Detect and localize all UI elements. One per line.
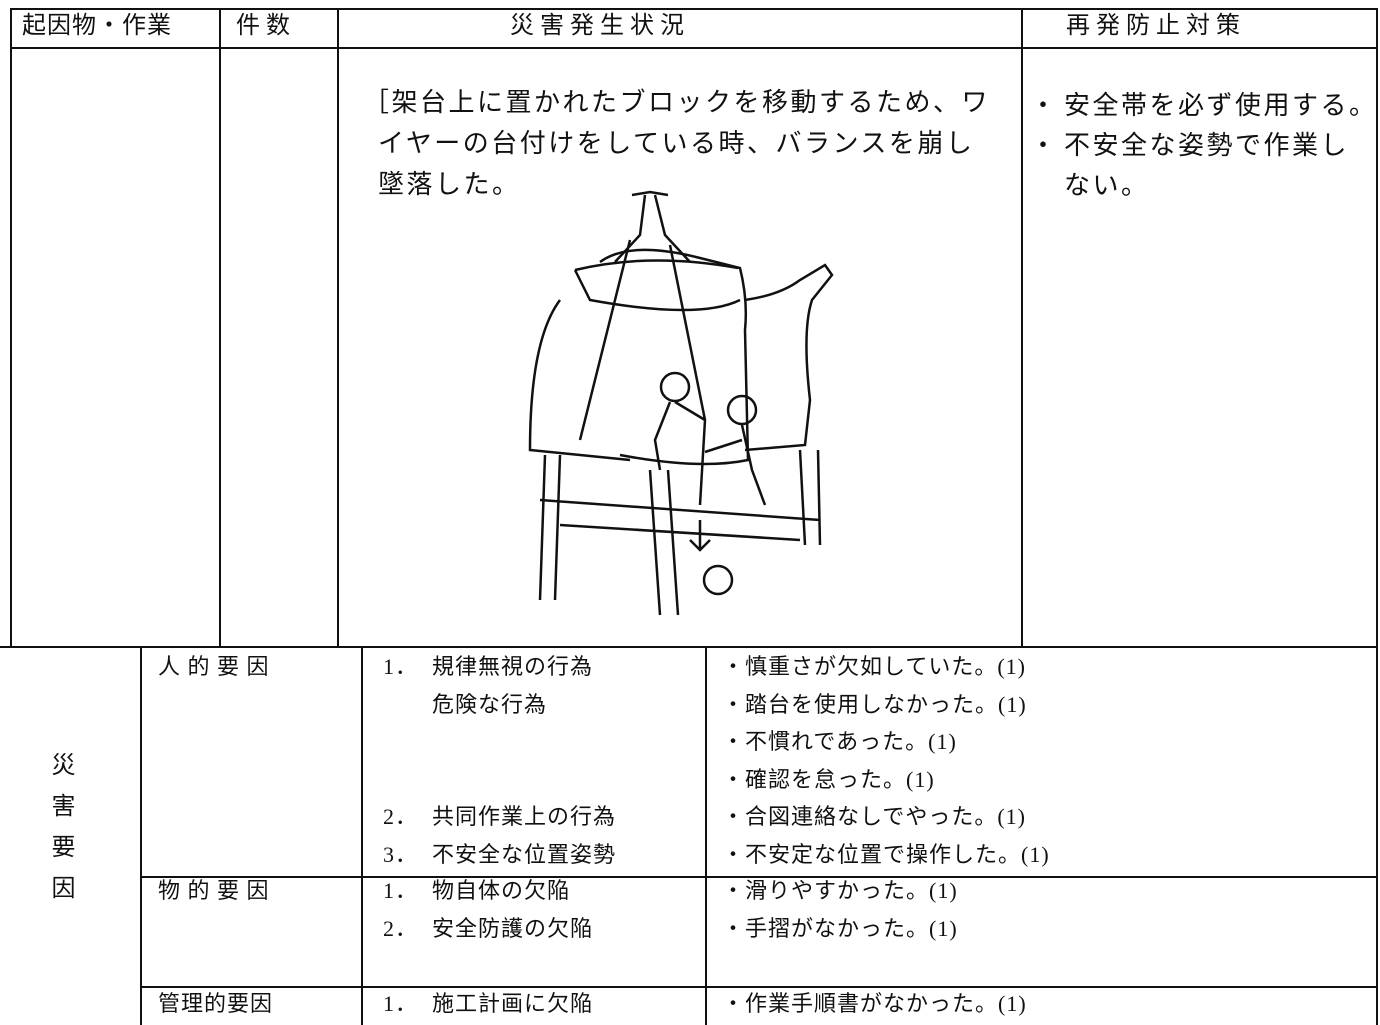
factor-line: 危険な行為 [432,691,548,717]
header-cell: 災 害 発 生 状 況 [510,13,684,39]
factor-line: 共同作業上の行為 [432,804,617,829]
factor-number: 1． [383,654,419,679]
block-top [599,248,750,466]
rule [337,8,339,648]
situation-line: イヤーの台付けをしている時、バランスを崩し [378,129,975,158]
category: 管理的要因 [158,991,274,1016]
detail: ・合図連絡なしでやった。(1) [722,804,1026,829]
fallen-worker [702,564,734,596]
worker-head [726,394,758,426]
rule [705,647,707,1025]
header-cell: 件 数 [236,13,290,39]
block-face [573,259,741,312]
worker-head [659,371,691,403]
detail: ・不安定な位置で操作した。(1) [722,841,1050,867]
factor-line: 施工計画に欠陥 [432,991,594,1016]
bullet: ・ [1030,131,1059,160]
rule [361,647,363,1025]
spout [744,263,834,452]
bullet: ・ [1030,91,1059,120]
factor-line: 不安全な位置姿勢 [432,841,617,867]
rule [1376,8,1378,1025]
detail: ・踏台を使用しなかった。(1) [722,691,1027,717]
rule [0,646,1378,648]
measure-line: 安全帯を必ず使用する。 [1064,91,1378,120]
wire [578,239,707,506]
header-cell: 再 発 防 止 対 策 [1066,13,1240,39]
detail: ・作業手順書がなかった。(1) [722,991,1027,1016]
factor-line: 物自体の欠陥 [432,878,571,903]
factor-number: 1． [383,991,419,1016]
rule [140,986,1378,988]
detail: ・手摺がなかった。(1) [722,915,958,941]
rule [140,876,1378,878]
factor-line: 規律無視の行為 [432,654,594,679]
fall-arrow [689,520,711,552]
rule [10,8,12,648]
situation-line: ［架台上に置かれたブロックを移動するため、ワ [363,88,991,117]
rule [10,47,1378,49]
situation-line: 墜落した。 [378,170,521,199]
measure-line: ない。 [1064,171,1150,200]
category: 物 的 要 因 [158,878,270,903]
detail: ・確認を怠った。(1) [722,766,935,792]
detail: ・慎重さが欠如していた。(1) [722,654,1026,679]
measure-line: 不安全な姿勢で作業し [1064,131,1350,160]
detail: ・滑りやすかった。(1) [722,878,958,903]
detail: ・不慣れであった。(1) [722,729,957,754]
header-cell: 起因物・作業 [22,13,172,39]
rule [1021,8,1023,648]
rule [10,8,1378,10]
factor-number: 1． [383,878,419,903]
factor-number: 2． [383,804,419,829]
worker-body [653,400,767,506]
stand [538,449,822,616]
factor-line: 安全防護の欠陥 [432,915,594,941]
section-label: 災害要因 [47,752,73,916]
rule [219,8,221,648]
rule [140,647,142,1025]
category: 人 的 要 因 [158,654,270,679]
factor-number: 3． [383,841,419,867]
block-body [528,299,631,462]
factor-number: 2． [383,915,419,941]
